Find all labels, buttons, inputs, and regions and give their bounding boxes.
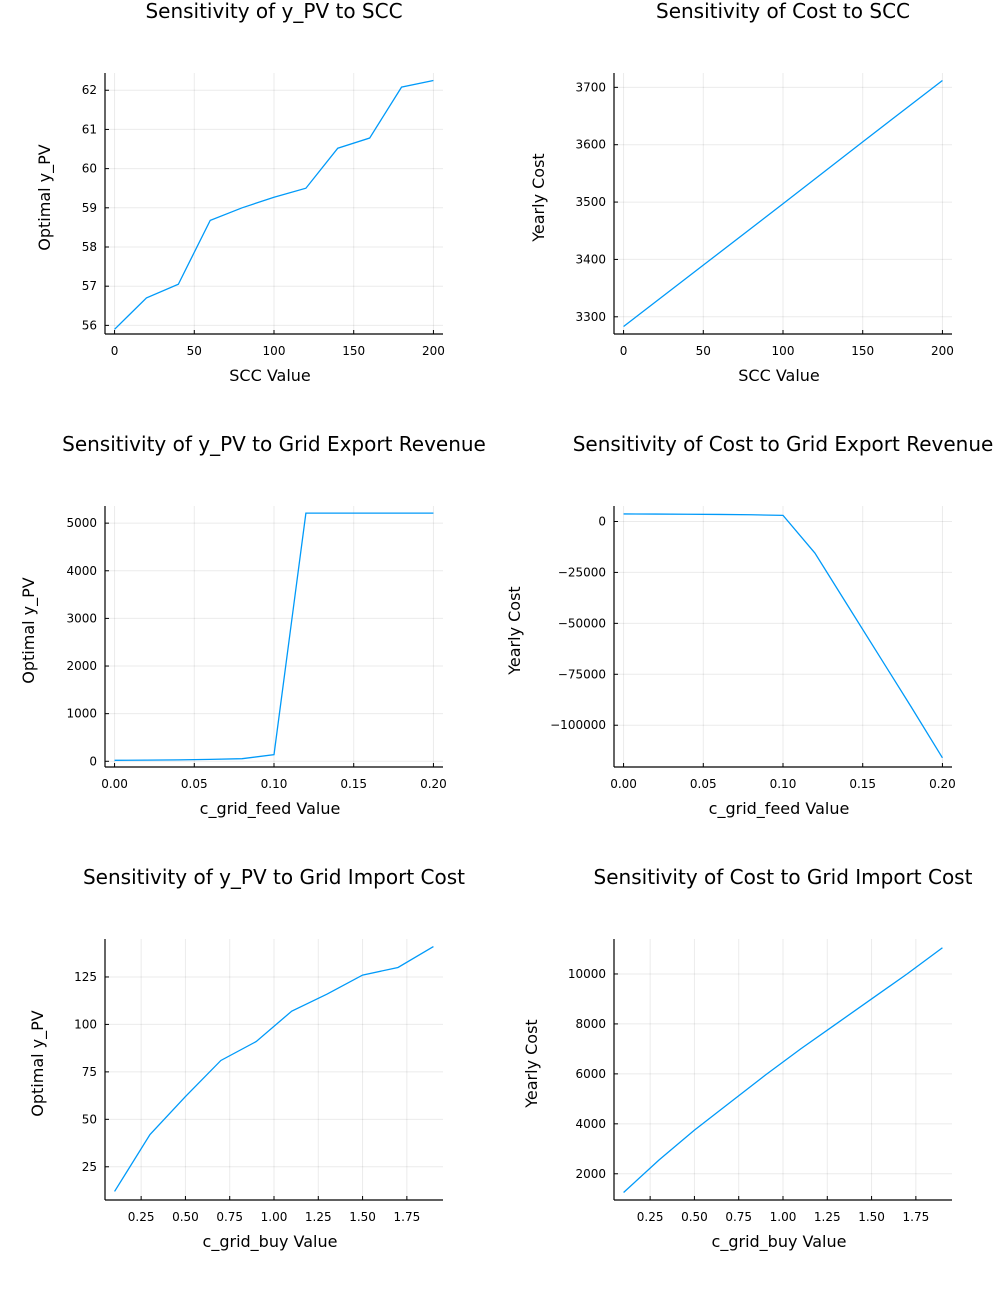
y-tick-label: 56 [82,318,97,332]
y-tick-label: 58 [82,240,97,254]
x-tick-label: 1.75 [394,1210,421,1224]
x-tick-label: 0.00 [610,777,637,791]
y-tick-label: 61 [82,122,97,136]
y-tick-label: 50 [82,1112,97,1126]
chart-title: Sensitivity of y_PV to SCC [145,0,402,23]
y-axis-label: Yearly Cost [522,1019,541,1108]
x-tick-label: 0.05 [690,777,717,791]
x-tick-label: 200 [931,344,954,358]
x-tick-label: 50 [696,344,711,358]
x-axis-label: SCC Value [229,366,311,385]
y-tick-label: 57 [82,279,97,293]
series-line-1 [623,79,943,328]
chart-panel-2: 0 50 100 150 200 3300 3400 3500 3600 3700 Sensitiv… [529,0,954,385]
series-line-1 [623,947,943,1193]
series-line-1 [114,512,434,761]
y-tick-label: 0 [89,754,97,768]
y-axis-label: Yearly Cost [505,586,524,675]
x-tick-label: 1.75 [903,1210,930,1224]
chart-title: Sensitivity of Cost to SCC [656,0,910,23]
y-tick-label: −100000 [550,718,606,732]
x-tick-label: 0.05 [181,777,208,791]
x-tick-label: 0.10 [770,777,797,791]
chart-title: Sensitivity of Cost to Grid Export Reven… [573,432,994,456]
y-tick-label: 125 [74,970,97,984]
y-tick-label: 6000 [575,1067,606,1081]
y-axis-label: Yearly Cost [529,153,548,242]
x-tick-label: 0.20 [929,777,956,791]
y-tick-label: 4000 [66,564,97,578]
x-tick-label: 0.00 [101,777,128,791]
x-tick-label: 1.25 [305,1210,332,1224]
chart-panel-5: 0.25 0.50 0.75 1.00 1.25 1.50 1.75 25 50 75 100 125… [28,865,465,1252]
x-axis-label: c_grid_feed Value [709,799,850,819]
chart-title: Sensitivity of Cost to Grid Import Cost [594,865,973,889]
chart-panel-4: 0.00 0.05 0.10 0.15 0.20 −100000 −75000 −50000 −… [505,432,993,819]
y-tick-label: 3400 [575,252,606,266]
chart-panel-6: 0.25 0.50 0.75 1.00 1.25 1.50 1.75 2000 4000 6000… [522,865,973,1252]
x-tick-label: 50 [187,344,202,358]
y-tick-label: 10000 [568,967,606,981]
y-tick-label: 0 [598,514,606,528]
y-tick-label: 3700 [575,80,606,94]
x-tick-label: 1.50 [349,1210,376,1224]
chart-panel-1: 0 50 100 150 200 56 57 58 59 60 61 62 Sensitivity of… [35,0,445,385]
x-tick-label: 150 [851,344,874,358]
x-tick-label: 0.10 [261,777,288,791]
y-tick-label: 5000 [66,516,97,530]
y-tick-label: 60 [82,162,97,176]
chart-title: Sensitivity of y_PV to Grid Import Cost [83,865,465,889]
y-tick-label: 1000 [66,707,97,721]
x-tick-label: 0.20 [420,777,447,791]
y-tick-label: −25000 [558,565,606,579]
y-tick-label: 2000 [575,1167,606,1181]
x-tick-label: 100 [263,344,286,358]
x-tick-label: 1.50 [858,1210,885,1224]
y-tick-label: 3500 [575,195,606,209]
x-tick-label: 100 [772,344,795,358]
y-tick-label: −50000 [558,616,606,630]
x-tick-label: 0.25 [637,1210,664,1224]
x-tick-label: 0.75 [725,1210,752,1224]
x-tick-label: 200 [422,344,445,358]
chart-panel-3: 0.00 0.05 0.10 0.15 0.20 0 1000 2000 3000 4000 500… [19,432,486,819]
x-tick-label: 0.50 [681,1210,708,1224]
y-axis-label: Optimal y_PV [28,1010,48,1117]
x-axis-label: c_grid_feed Value [200,799,341,819]
y-tick-label: 75 [82,1065,97,1079]
y-tick-label: 62 [82,83,97,97]
x-tick-label: 1.25 [814,1210,841,1224]
x-tick-label: 1.00 [261,1210,288,1224]
y-tick-label: 8000 [575,1017,606,1031]
x-tick-label: 0.75 [216,1210,243,1224]
y-tick-label: 3300 [575,310,606,324]
y-tick-label: 25 [82,1160,97,1174]
series-line-1 [114,79,434,330]
series-line-1 [623,513,943,759]
x-tick-label: 0.15 [849,777,876,791]
y-axis-label: Optimal y_PV [19,577,39,684]
y-tick-label: 3600 [575,138,606,152]
y-tick-label: 59 [82,201,97,215]
x-tick-label: 1.00 [770,1210,797,1224]
chart-title: Sensitivity of y_PV to Grid Export Reven… [62,432,486,456]
y-tick-label: 100 [74,1017,97,1031]
y-tick-label: 3000 [66,611,97,625]
x-axis-label: c_grid_buy Value [203,1232,338,1252]
x-axis-label: c_grid_buy Value [712,1232,847,1252]
y-tick-label: −75000 [558,667,606,681]
series-line-1 [114,946,434,1192]
x-tick-label: 0.15 [340,777,367,791]
x-tick-label: 150 [342,344,365,358]
y-axis-label: Optimal y_PV [35,144,55,251]
x-tick-label: 0 [111,344,119,358]
x-tick-label: 0.50 [172,1210,199,1224]
y-tick-label: 4000 [575,1117,606,1131]
x-axis-label: SCC Value [738,366,820,385]
x-tick-label: 0 [620,344,628,358]
y-tick-label: 2000 [66,659,97,673]
x-tick-label: 0.25 [128,1210,155,1224]
